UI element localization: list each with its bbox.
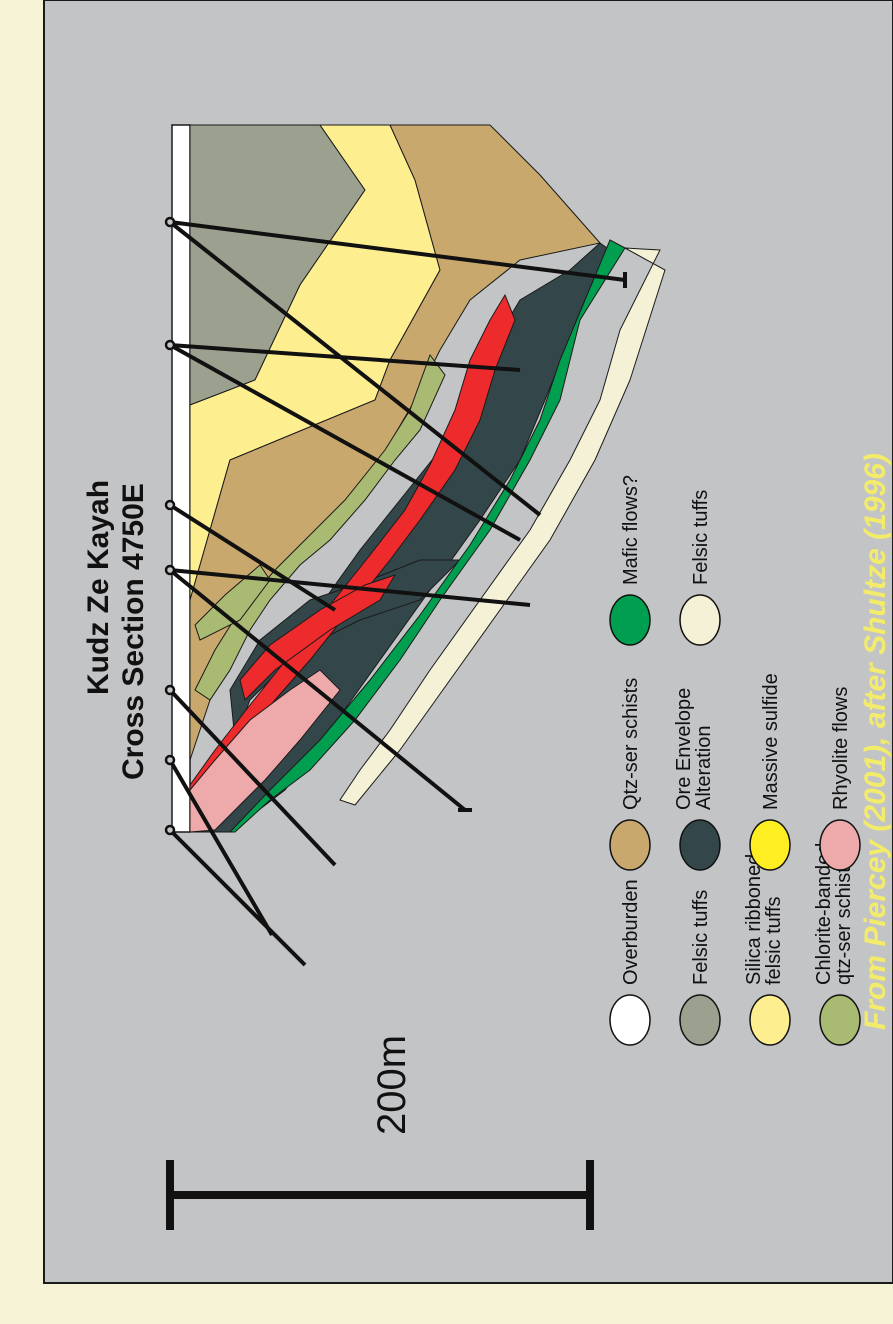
legend-label: Overburden (620, 879, 642, 985)
massive-sulfide-lobe (239, 574, 397, 701)
drill-hole-7 (168, 568, 467, 812)
legend-label: Chlorite-bandedqtz-ser schists (813, 843, 855, 985)
felsic-tuffs-lower-swatch (679, 594, 721, 646)
collar-7 (164, 824, 176, 836)
drill-hole-6 (169, 568, 531, 607)
felsic-tuffs-swatch (679, 994, 721, 1046)
legend-label: Massive sulfide (760, 673, 782, 810)
legend-label: Qtz-ser schists (620, 678, 642, 810)
mafic-flows-unit (228, 239, 626, 833)
collar-5 (164, 684, 176, 696)
legend-label: Ore EnvelopeAlteration (673, 688, 715, 810)
legend-label: Silica ribbonedfelsic tuffs (743, 854, 785, 985)
legend-label: Rhyolite flows (830, 687, 852, 810)
collar-1 (164, 216, 176, 228)
collar-6 (164, 754, 176, 766)
legend-label: Mafic flows? (620, 475, 642, 585)
drill-hole-5 (168, 503, 337, 612)
drill-hole-8 (168, 688, 337, 867)
collar-2 (164, 339, 176, 351)
rhyolite-flows-swatch (819, 819, 861, 871)
mafic-flows-swatch (609, 594, 651, 646)
title-line-2: Cross Section 4750E (117, 483, 150, 780)
silica-ribboned-swatch (749, 994, 791, 1046)
felsic-tuffs-lower-unit (339, 247, 666, 806)
legend-label: Felsic tuffs (690, 890, 712, 985)
drill-holes (168, 220, 626, 967)
drill-hole-10 (168, 828, 307, 967)
overburden-swatch (609, 994, 651, 1046)
chlorite-banded-swatch (819, 994, 861, 1046)
drill-hole-2 (168, 220, 542, 517)
legend: Overburden Felsic tuffs Silica ribbonedfel… (609, 475, 861, 1046)
collar-4 (164, 564, 176, 576)
drill-hole-3 (169, 343, 521, 372)
legend-label: Felsic tuffs (690, 490, 712, 585)
drill-hole-1 (169, 220, 626, 282)
title-line-1: Kudz Ze Kayah (82, 480, 115, 695)
qtz-ser-schists-swatch (609, 819, 651, 871)
scale-bar (166, 1160, 594, 1230)
massive-sulfide-swatch (749, 819, 791, 871)
scale-label: 200m (370, 1035, 414, 1135)
credit-text: From Piercey (2001), after Shultze (1996… (859, 453, 892, 1030)
end-of-hole-ticks (458, 272, 627, 812)
drill-hole-9 (168, 758, 274, 937)
collar-markers (164, 216, 176, 836)
collar-3 (164, 499, 176, 511)
ore-envelope-swatch (679, 819, 721, 871)
drill-hole-4 (169, 343, 521, 542)
